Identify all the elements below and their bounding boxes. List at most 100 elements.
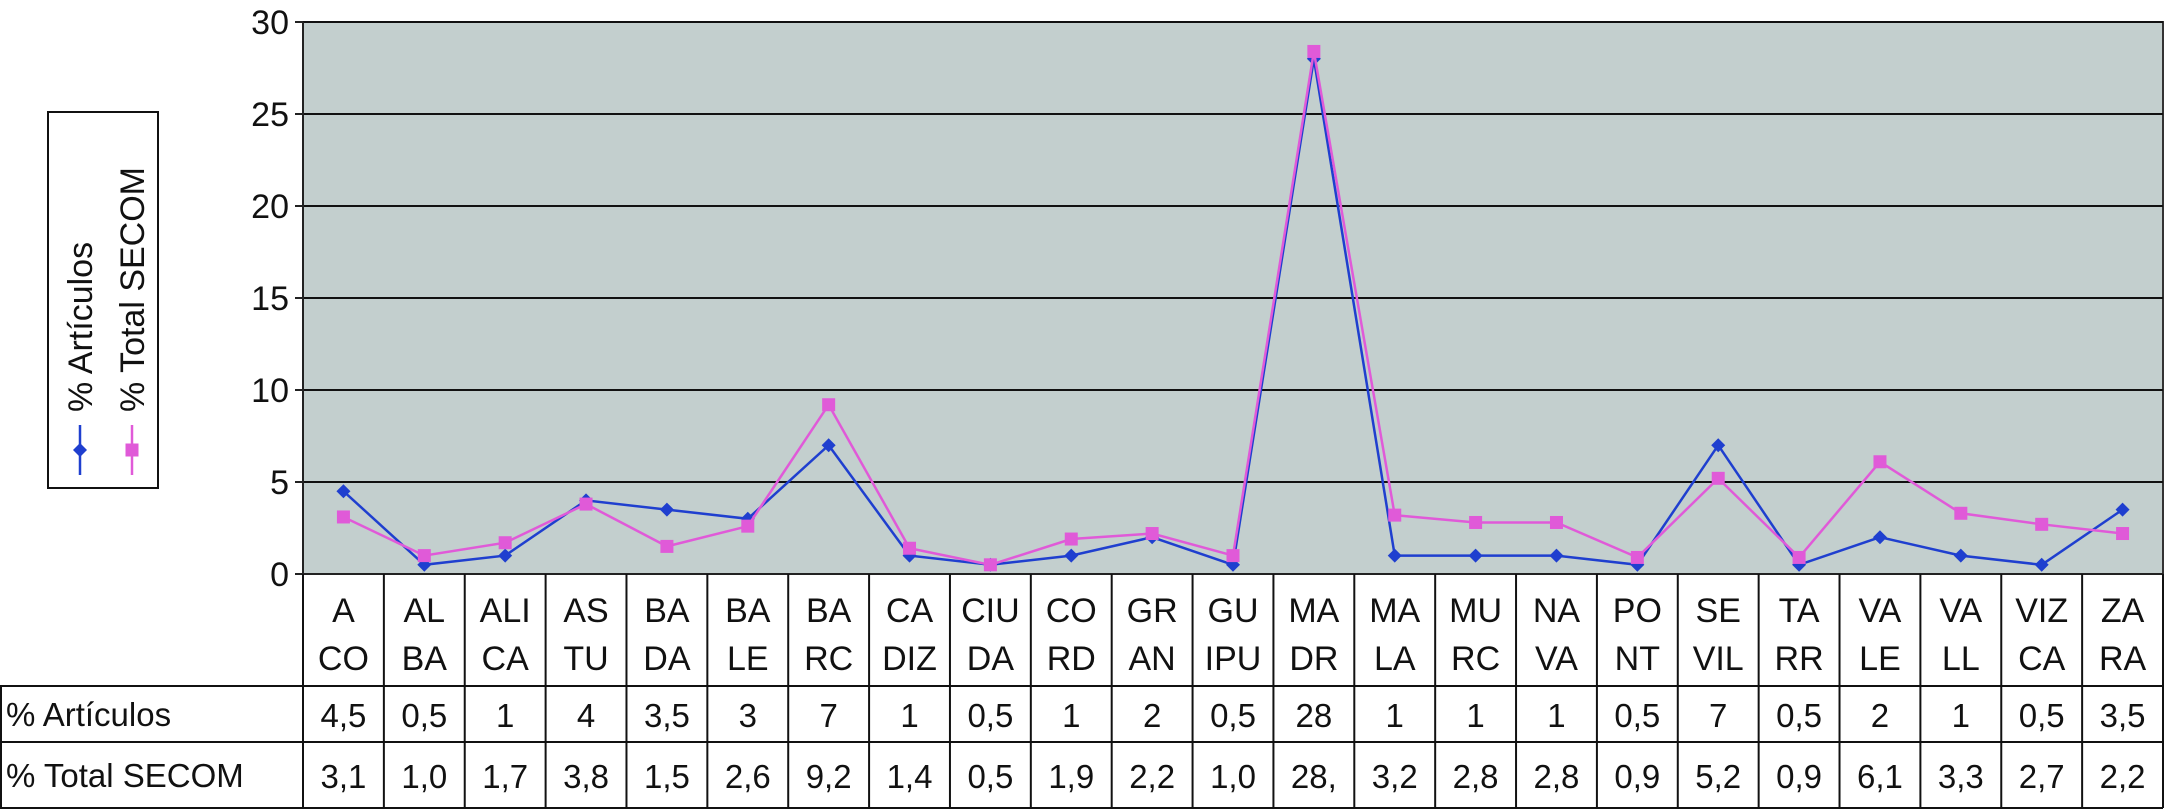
category-label: LL: [1942, 640, 1980, 678]
data-point: [660, 539, 674, 553]
data-point: [336, 484, 351, 499]
category-label: BA: [806, 592, 852, 630]
category-label: VIZ: [2015, 592, 2068, 630]
data-point: [1388, 508, 1402, 522]
category-label: CO: [318, 640, 369, 678]
table-row-header: % Total SECOM: [6, 757, 244, 794]
category-label: AS: [563, 592, 608, 630]
data-point: [2034, 557, 2049, 572]
table-value: 0,5: [2019, 697, 2065, 734]
table-value: 2,8: [1534, 758, 1580, 795]
table-value: 2,8: [1453, 758, 1499, 795]
category-label: VA: [1535, 640, 1578, 678]
category-label: CO: [1046, 592, 1097, 630]
table-value: 2,2: [1129, 758, 1175, 795]
data-point: [1145, 527, 1159, 541]
category-label: DA: [643, 640, 691, 678]
category-label: DIZ: [882, 640, 937, 678]
data-point: [1792, 550, 1806, 564]
table-value: 2,2: [2100, 758, 2146, 795]
data-point: [498, 548, 513, 563]
data-point: [1468, 548, 1483, 563]
data-point: [1630, 550, 1644, 564]
table-value: 0,5: [1776, 697, 1822, 734]
category-label: AN: [1129, 640, 1176, 678]
data-table: A CO AL BA ALI CA AS TU BA DA BA LE BA RC CA DIZ CIU DA CO…: [0, 574, 2164, 809]
data-point: [1953, 548, 1968, 563]
data-point: [1307, 44, 1321, 58]
table-value: 3,1: [320, 758, 366, 795]
y-axis: 0 5 10 15 20 25 30: [251, 4, 2163, 594]
y-tick-label: 20: [251, 188, 289, 226]
table-value: 28: [1296, 697, 1333, 734]
category-label: CA: [2018, 640, 2066, 678]
table-value: 1,7: [482, 758, 528, 795]
table-value: 1,0: [401, 758, 447, 795]
data-point: [1549, 515, 1563, 529]
table-value: 1: [496, 697, 514, 734]
table-value: 2: [1143, 697, 1161, 734]
table-value: 1: [1466, 697, 1484, 734]
data-point: [1873, 455, 1887, 469]
data-point: [2115, 502, 2130, 517]
category-label: CA: [886, 592, 934, 630]
data-point: [1711, 471, 1725, 485]
data-point: [417, 549, 431, 563]
table-value: 0,9: [1776, 758, 1822, 795]
table-value: 0,9: [1614, 758, 1660, 795]
legend-label: % Artículos: [62, 242, 100, 412]
table-value: 2,7: [2019, 758, 2065, 795]
category-label: NT: [1615, 640, 1660, 678]
table-value: 9,2: [806, 758, 852, 795]
table-value: 5,2: [1695, 758, 1741, 795]
y-tick-label: 10: [251, 372, 289, 410]
table-value: 28,: [1291, 758, 1337, 795]
table-value: 7: [1709, 697, 1727, 734]
data-point: [1549, 548, 1564, 563]
category-label: A: [332, 592, 355, 630]
category-label: CIU: [961, 592, 1020, 630]
y-tick-label: 15: [251, 280, 289, 318]
category-label: VA: [1859, 592, 1902, 630]
data-point: [1064, 548, 1079, 563]
category-label: IPU: [1205, 640, 1262, 678]
data-point: [336, 510, 350, 524]
legend-box: [47, 111, 159, 489]
data-point: [498, 536, 512, 550]
data-point: [1711, 438, 1726, 453]
category-label: VIL: [1693, 640, 1744, 678]
table-value: 0,5: [1210, 697, 1256, 734]
category-label: CA: [482, 640, 530, 678]
data-point: [1872, 530, 1887, 545]
category-label: VA: [1939, 592, 1982, 630]
category-label: TA: [1779, 592, 1820, 630]
category-label: DR: [1289, 640, 1338, 678]
category-label: RC: [804, 640, 853, 678]
data-point: [579, 497, 593, 511]
data-point: [2035, 517, 2049, 531]
category-label: RA: [2099, 640, 2147, 678]
category-label: MA: [1288, 592, 1339, 630]
data-point: [741, 519, 755, 533]
table-value: 1: [1952, 697, 1970, 734]
table-value: 1,9: [1048, 758, 1094, 795]
category-label: MA: [1369, 592, 1420, 630]
legend-swatch-marker: [73, 443, 87, 457]
y-tick-label: 5: [270, 464, 289, 502]
table-value: 3,5: [644, 697, 690, 734]
y-tick-label: 30: [251, 4, 289, 42]
data-point: [1387, 548, 1402, 563]
table-value: 1,5: [644, 758, 690, 795]
table-row-header: % Artículos: [6, 696, 171, 733]
category-label: NA: [1533, 592, 1581, 630]
category-label: RD: [1047, 640, 1096, 678]
table-value: 3,5: [2100, 697, 2146, 734]
category-label: LE: [727, 640, 769, 678]
category-label: ZA: [2101, 592, 2145, 630]
category-label: GR: [1127, 592, 1178, 630]
table-value: 1,4: [887, 758, 933, 795]
category-label: LA: [1374, 640, 1416, 678]
table-value: 4,5: [320, 697, 366, 734]
table-value: 1: [900, 697, 918, 734]
data-point: [659, 502, 674, 517]
